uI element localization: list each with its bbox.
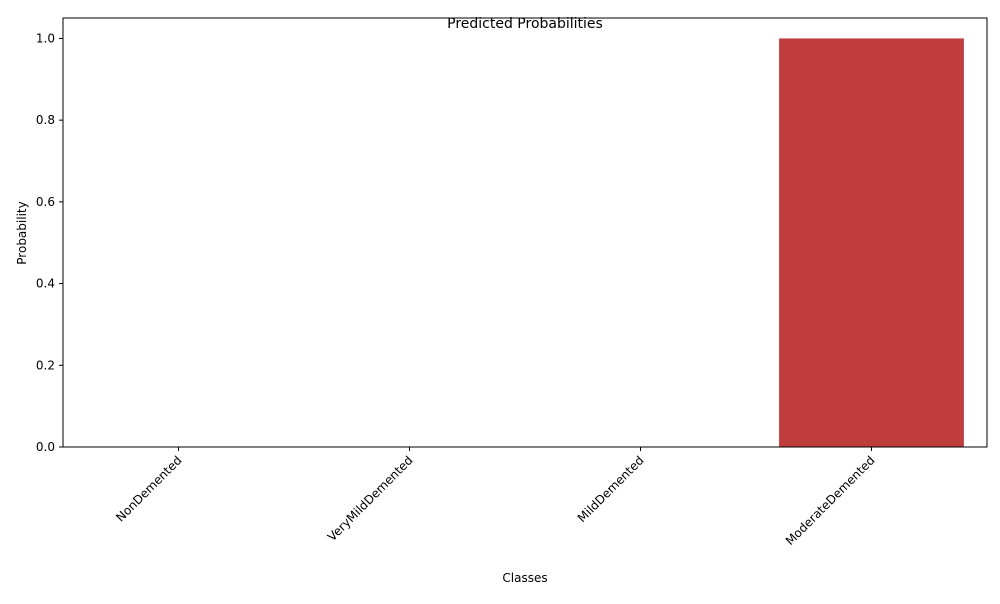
y-tick-label: 0.6 <box>36 195 55 209</box>
x-tick-label: VeryMildDemented <box>325 453 416 544</box>
y-tick-label: 0.8 <box>36 113 55 127</box>
y-axis-label: Probability <box>15 201 29 264</box>
y-axis: 0.0 0.2 0.4 0.6 0.8 1.0 <box>36 31 63 454</box>
y-tick-label: 0.4 <box>36 277 55 291</box>
x-tick-label: ModerateDemented <box>783 453 878 548</box>
y-tick-label: 0.2 <box>36 358 55 372</box>
x-tick-label: MildDemented <box>575 453 647 525</box>
y-tick-label: 1.0 <box>36 31 55 45</box>
x-axis-label: Classes <box>502 571 547 585</box>
x-tick-label: NonDemented <box>113 453 184 524</box>
bars-layer <box>779 38 964 448</box>
chart-title: Predicted Probabilities <box>447 16 603 32</box>
bar-moderatedemented <box>779 38 964 448</box>
y-tick-label: 0.0 <box>36 440 55 454</box>
x-axis: NonDemented VeryMildDemented MildDemented M… <box>113 447 878 548</box>
plot-frame <box>62 17 988 448</box>
